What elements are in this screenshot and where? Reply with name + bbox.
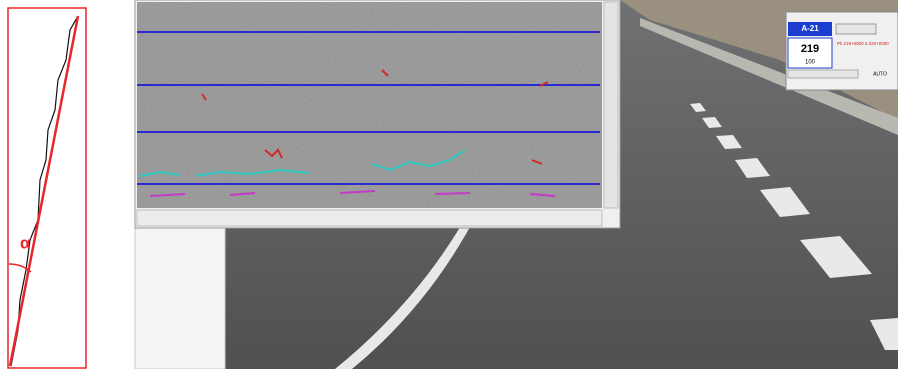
- auto-button[interactable]: AUTO: [873, 71, 887, 77]
- viewer-window: [135, 0, 620, 228]
- side-panel: [135, 228, 225, 369]
- status-bar: [137, 210, 602, 226]
- playback-controls[interactable]: [788, 70, 858, 78]
- change-button[interactable]: [836, 24, 876, 34]
- pk-range: Pk 219+0000 a 220+0000: [837, 41, 889, 46]
- navigator: A-21 219 100 Pk 219+0000 a 220+0000 AUTO: [786, 12, 898, 90]
- fit-line: [10, 16, 78, 366]
- angle-label: α: [20, 233, 31, 252]
- pk-value: 219: [801, 43, 819, 55]
- crack-diagram: α: [8, 8, 86, 368]
- page: α: [0, 0, 898, 369]
- distance: 100: [805, 60, 816, 66]
- scrollbar[interactable]: [604, 2, 618, 208]
- road-name: A-21: [801, 24, 819, 33]
- figure: α: [0, 0, 898, 369]
